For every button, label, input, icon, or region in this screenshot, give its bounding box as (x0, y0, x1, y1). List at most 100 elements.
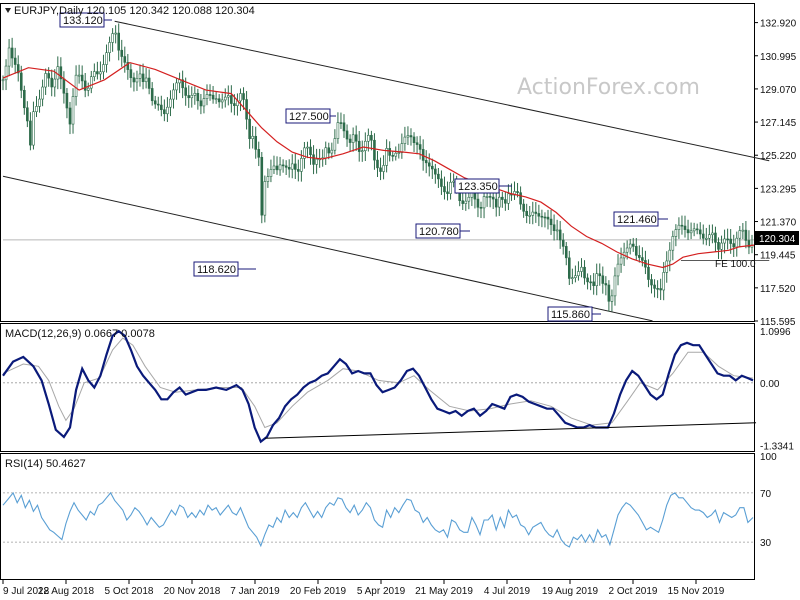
candle-body (583, 266, 586, 279)
candle-body (577, 271, 580, 277)
candle-body (44, 73, 47, 88)
candle-body (388, 148, 391, 156)
candle-body (391, 155, 395, 157)
candle-body (586, 277, 589, 283)
macd-line (2, 329, 754, 444)
candle-body (105, 52, 108, 65)
candle-body (160, 104, 163, 111)
candle-body (580, 266, 583, 272)
candle-body (625, 247, 629, 253)
candle-body (220, 99, 224, 103)
chevron-down-icon (5, 8, 11, 13)
candle-body (656, 288, 659, 290)
candle-body (705, 237, 708, 240)
x-tick-label: 19 Aug 2019 (542, 586, 599, 597)
candle-body (695, 228, 699, 231)
candle-body (674, 229, 678, 237)
price-tick-label: 130.995 (760, 52, 797, 63)
candle-body (290, 163, 294, 170)
candle-body (595, 273, 599, 287)
candle-body (747, 240, 751, 248)
candle-body (412, 136, 416, 144)
annotation-label: 115.860 (551, 309, 590, 321)
candle-body (208, 94, 212, 96)
candle-body (99, 71, 102, 75)
candle-body (720, 242, 723, 250)
candle-body (540, 215, 544, 218)
price-panel-frame (0, 3, 755, 322)
candle-body (464, 200, 468, 204)
candle-body (263, 181, 267, 216)
candle-body (568, 257, 571, 279)
candle-body (327, 147, 331, 154)
candle-body (312, 154, 315, 165)
candle-body (184, 87, 187, 96)
price-title: EURJPY,Daily 120.105 120.342 120.088 120… (14, 5, 255, 17)
candle-body (741, 229, 745, 232)
price-tick-label: 119.445 (760, 251, 796, 262)
candle-body (525, 210, 528, 216)
current-price-tag: 120.304 (755, 231, 799, 245)
candle-body (345, 130, 349, 140)
candle-body (717, 242, 720, 250)
candle-body (601, 275, 605, 284)
candle-body (108, 42, 111, 53)
candle-body (367, 135, 370, 142)
candle-body (315, 158, 318, 165)
candle-body (631, 243, 635, 247)
candle-body (254, 135, 258, 150)
candle-body (574, 275, 577, 278)
candle-body (166, 106, 169, 115)
macd-panel-frame (0, 323, 755, 452)
candle-body (96, 71, 99, 75)
x-tick-label: 20 Nov 2018 (164, 586, 221, 597)
candles (1, 23, 754, 312)
candle-body (708, 234, 711, 239)
candle-body (4, 65, 8, 81)
candle-body (193, 92, 197, 96)
annotation-118-620: 118.620 (193, 261, 256, 277)
candle-body (144, 77, 148, 83)
x-tick-label: 2 Oct 2019 (609, 586, 658, 597)
candle-body (16, 64, 20, 74)
candle-body (211, 94, 215, 100)
x-tick-label: 22 Aug 2018 (38, 586, 95, 597)
candle-body (330, 149, 334, 154)
candle-body (354, 134, 358, 142)
candle-body (482, 196, 486, 209)
candle-body (427, 162, 431, 167)
annotation-127-500: 127.500 (285, 108, 336, 124)
candle-body (701, 233, 705, 239)
candle-body (385, 148, 388, 166)
candle-body (516, 191, 519, 193)
candle-body (239, 93, 242, 102)
candle-body (732, 243, 736, 248)
candle-body (26, 107, 29, 122)
candle-body (19, 72, 23, 91)
candle-body (488, 196, 492, 198)
candle-body (150, 88, 154, 102)
candle-body (689, 230, 693, 234)
macd-trend-line (264, 422, 757, 439)
candle-body (418, 144, 422, 150)
fe-label: FE 100.0 (715, 259, 756, 270)
candle-body (360, 150, 364, 152)
candle-body (23, 89, 26, 109)
candle-body (281, 164, 285, 167)
candle-body (202, 98, 206, 107)
candle-body (62, 78, 66, 94)
candle-body (89, 76, 93, 89)
annotation-label: 120.780 (419, 226, 459, 238)
candle-body (287, 167, 291, 170)
candle-body (424, 160, 428, 164)
annotation-120-780: 120.780 (415, 223, 470, 239)
candle-body (269, 169, 273, 177)
candle-body (683, 225, 687, 230)
candle-body (272, 165, 276, 170)
candle-body (461, 200, 465, 204)
candle-body (589, 281, 592, 284)
candle-body (187, 95, 191, 99)
candle-body (616, 263, 620, 277)
candle-body (446, 191, 449, 194)
candle-body (452, 180, 455, 183)
